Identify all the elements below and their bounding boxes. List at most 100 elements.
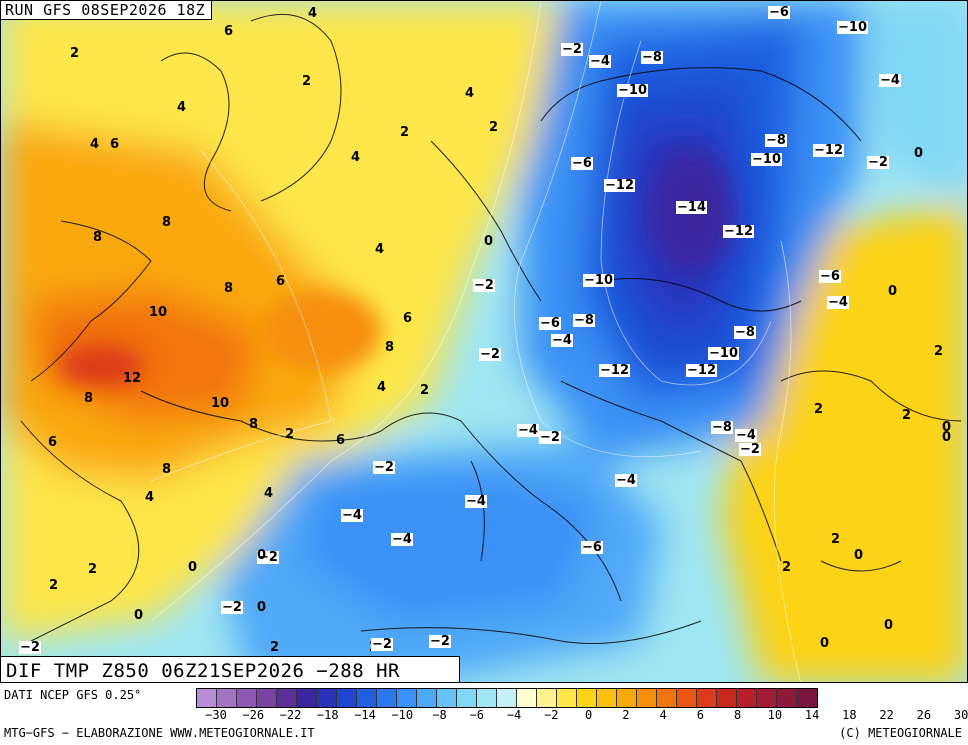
contour-label: 2 [88,562,98,577]
contour-label: −8 [573,313,595,328]
legend-tick-label: 0 [584,708,593,722]
contour-label: −6 [539,316,561,331]
contour-label: −2 [479,347,501,362]
contour-label: 2 [70,46,80,61]
contour-label: 2 [782,560,792,575]
legend-swatch [237,689,257,707]
contour-label: 12 [123,371,142,386]
legend-swatch [317,689,337,707]
contour-label: −6 [819,269,841,284]
contour-label: −12 [813,143,844,158]
contour-label: 8 [224,281,234,296]
contour-label: 4 [177,100,187,115]
legend-swatch [537,689,557,707]
contour-label: 0 [942,420,952,435]
contour-label: −14 [676,200,707,215]
legend-swatch [577,689,597,707]
legend-swatch [277,689,297,707]
legend-swatch [737,689,757,707]
contour-label: −4 [615,473,637,488]
contour-label: −2 [371,637,393,652]
contour-label: 6 [110,137,120,152]
legend-swatch [357,689,377,707]
contour-label: −6 [571,156,593,171]
contour-label: 8 [162,215,172,230]
contour-label: −4 [551,333,573,348]
contour-label: 8 [249,417,259,432]
contour-label: 4 [377,380,387,395]
contour-label: 6 [224,24,234,39]
contour-label: −2 [867,155,889,170]
legend-swatch [637,689,657,707]
legend-tick-label: −22 [279,708,302,722]
contour-label: −2 [373,460,395,475]
legend-swatch [197,689,217,707]
legend-swatch [417,689,437,707]
contour-label: 2 [420,383,430,398]
contour-label: −8 [765,133,787,148]
legend-swatch [337,689,357,707]
contour-label: 4 [375,242,385,257]
legend-tick-label: 6 [696,708,704,722]
contour-label: −2 [739,442,761,457]
contour-label: 6 [336,433,346,448]
contour-label: 0 [914,146,924,161]
contour-label: −2 [561,42,583,57]
contour-label: 2 [831,532,841,547]
legend-tick-label: −10 [391,708,414,722]
contour-label: −2 [221,600,243,615]
contour-label: 0 [942,430,952,445]
legend-swatch [557,689,577,707]
contour-label: −4 [735,428,757,443]
contour-label: −2 [473,278,495,293]
contour-label: −4 [879,73,901,88]
contour-label: 2 [285,427,295,442]
contour-label: −12 [599,363,630,378]
legend-swatch [717,689,737,707]
legend-tick-label: 10 [767,708,783,722]
contour-label: 2 [302,74,312,89]
map-background [1,1,967,682]
contour-label: 2 [902,408,912,423]
contour-label: 0 [854,548,864,563]
legend-tick-label: −14 [354,708,376,722]
legend-tick-label: 4 [659,708,667,722]
color-legend [196,688,818,708]
legend-tick-label: −4 [506,708,522,722]
legend-tick-label: −30 [205,708,227,722]
contour-label: 0 [484,234,494,249]
contour-label: 0 [820,636,830,651]
contour-label: −4 [827,295,849,310]
contour-label: −4 [391,532,413,547]
contour-label: −12 [686,363,717,378]
contour-label: 0 [257,548,267,563]
legend-swatch [297,689,317,707]
copyright-label: (C) METEOGIORNALE [839,726,962,740]
contour-label: −2 [429,634,451,649]
contour-label: −10 [583,273,614,288]
contour-label: 4 [465,86,475,101]
legend-swatch [477,689,497,707]
legend-tick-label: 2 [622,708,630,722]
processing-credit: MTG−GFS − ELABORAZIONE WWW.METEOGIORNALE… [4,726,315,740]
contour-label: 8 [385,340,395,355]
contour-label: 2 [934,344,944,359]
legend-swatch [697,689,717,707]
contour-label: 4 [308,6,318,21]
map-title: DIF TMP Z850 06Z21SEP2026 −288 HR [1,656,460,682]
legend-tick-label: 30 [953,708,968,722]
legend-swatch [457,689,477,707]
contour-label: 0 [884,618,894,633]
contour-label: 4 [145,490,155,505]
contour-label: 0 [134,608,144,623]
legend-tick-label: 18 [842,708,857,722]
contour-label: 8 [84,391,94,406]
legend-swatch [497,689,517,707]
contour-label: 2 [814,402,824,417]
legend-swatch [777,689,797,707]
legend-tick-label: 14 [804,708,820,722]
contour-label: 10 [211,396,230,411]
legend-swatch [757,689,777,707]
contour-label: −10 [708,346,739,361]
